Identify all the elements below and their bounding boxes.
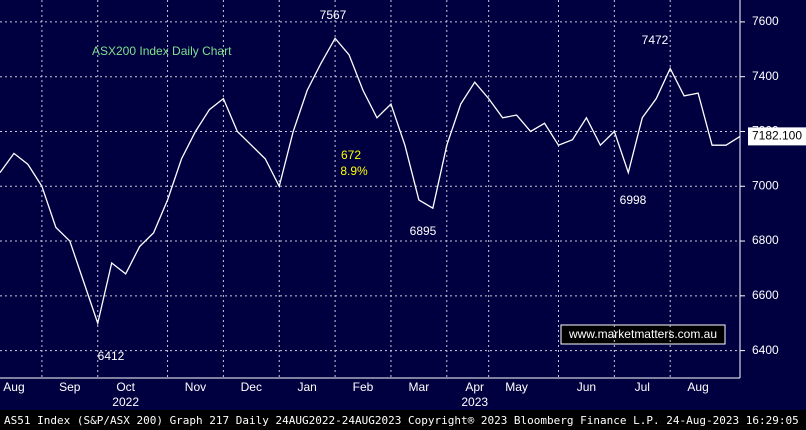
watermark: www.marketmatters.com.au [568, 327, 717, 341]
x-tick-label: Nov [185, 380, 206, 394]
price-line [0, 37, 741, 326]
x-tick-label: Oct [116, 380, 135, 394]
annotation: 672 [341, 148, 361, 162]
watermark-box [560, 324, 726, 345]
annotation: 8.9% [340, 164, 368, 178]
y-tick-label: 7400 [752, 69, 779, 83]
footer-band [0, 410, 806, 430]
y-tick-label: 6600 [752, 288, 779, 302]
annotation: 7567 [320, 8, 347, 22]
y-tick-label: 7600 [752, 14, 779, 28]
annotation: 6895 [410, 224, 437, 238]
year-label: 2023 [461, 395, 488, 409]
annotation: 6998 [620, 193, 647, 207]
y-tick-label: 6400 [752, 343, 779, 357]
x-tick-label: Feb [353, 380, 374, 394]
x-tick-label: Aug [3, 380, 24, 394]
x-tick-label: May [505, 380, 528, 394]
footer: AS51 Index (S&P/ASX 200) Graph 217 Daily… [4, 414, 799, 427]
annotation: 7472 [642, 33, 669, 47]
x-tick-label: Dec [241, 380, 262, 394]
x-tick-label: Apr [465, 380, 484, 394]
last-value-box [748, 127, 806, 146]
x-tick-label: Mar [409, 380, 430, 394]
x-tick-label: Aug [687, 380, 708, 394]
x-tick-label: Jun [577, 380, 596, 394]
x-tick-label: Jul [635, 380, 650, 394]
year-label: 2022 [112, 395, 139, 409]
annotation: 6412 [98, 349, 125, 363]
last-value-label: 7182.100 [752, 129, 802, 143]
chart-title: ASX200 Index Daily Chart [92, 44, 232, 58]
y-tick-label: 6800 [752, 233, 779, 247]
y-tick-label: 7000 [752, 178, 779, 192]
x-tick-label: Jan [297, 380, 316, 394]
x-tick-label: Sep [59, 380, 81, 394]
